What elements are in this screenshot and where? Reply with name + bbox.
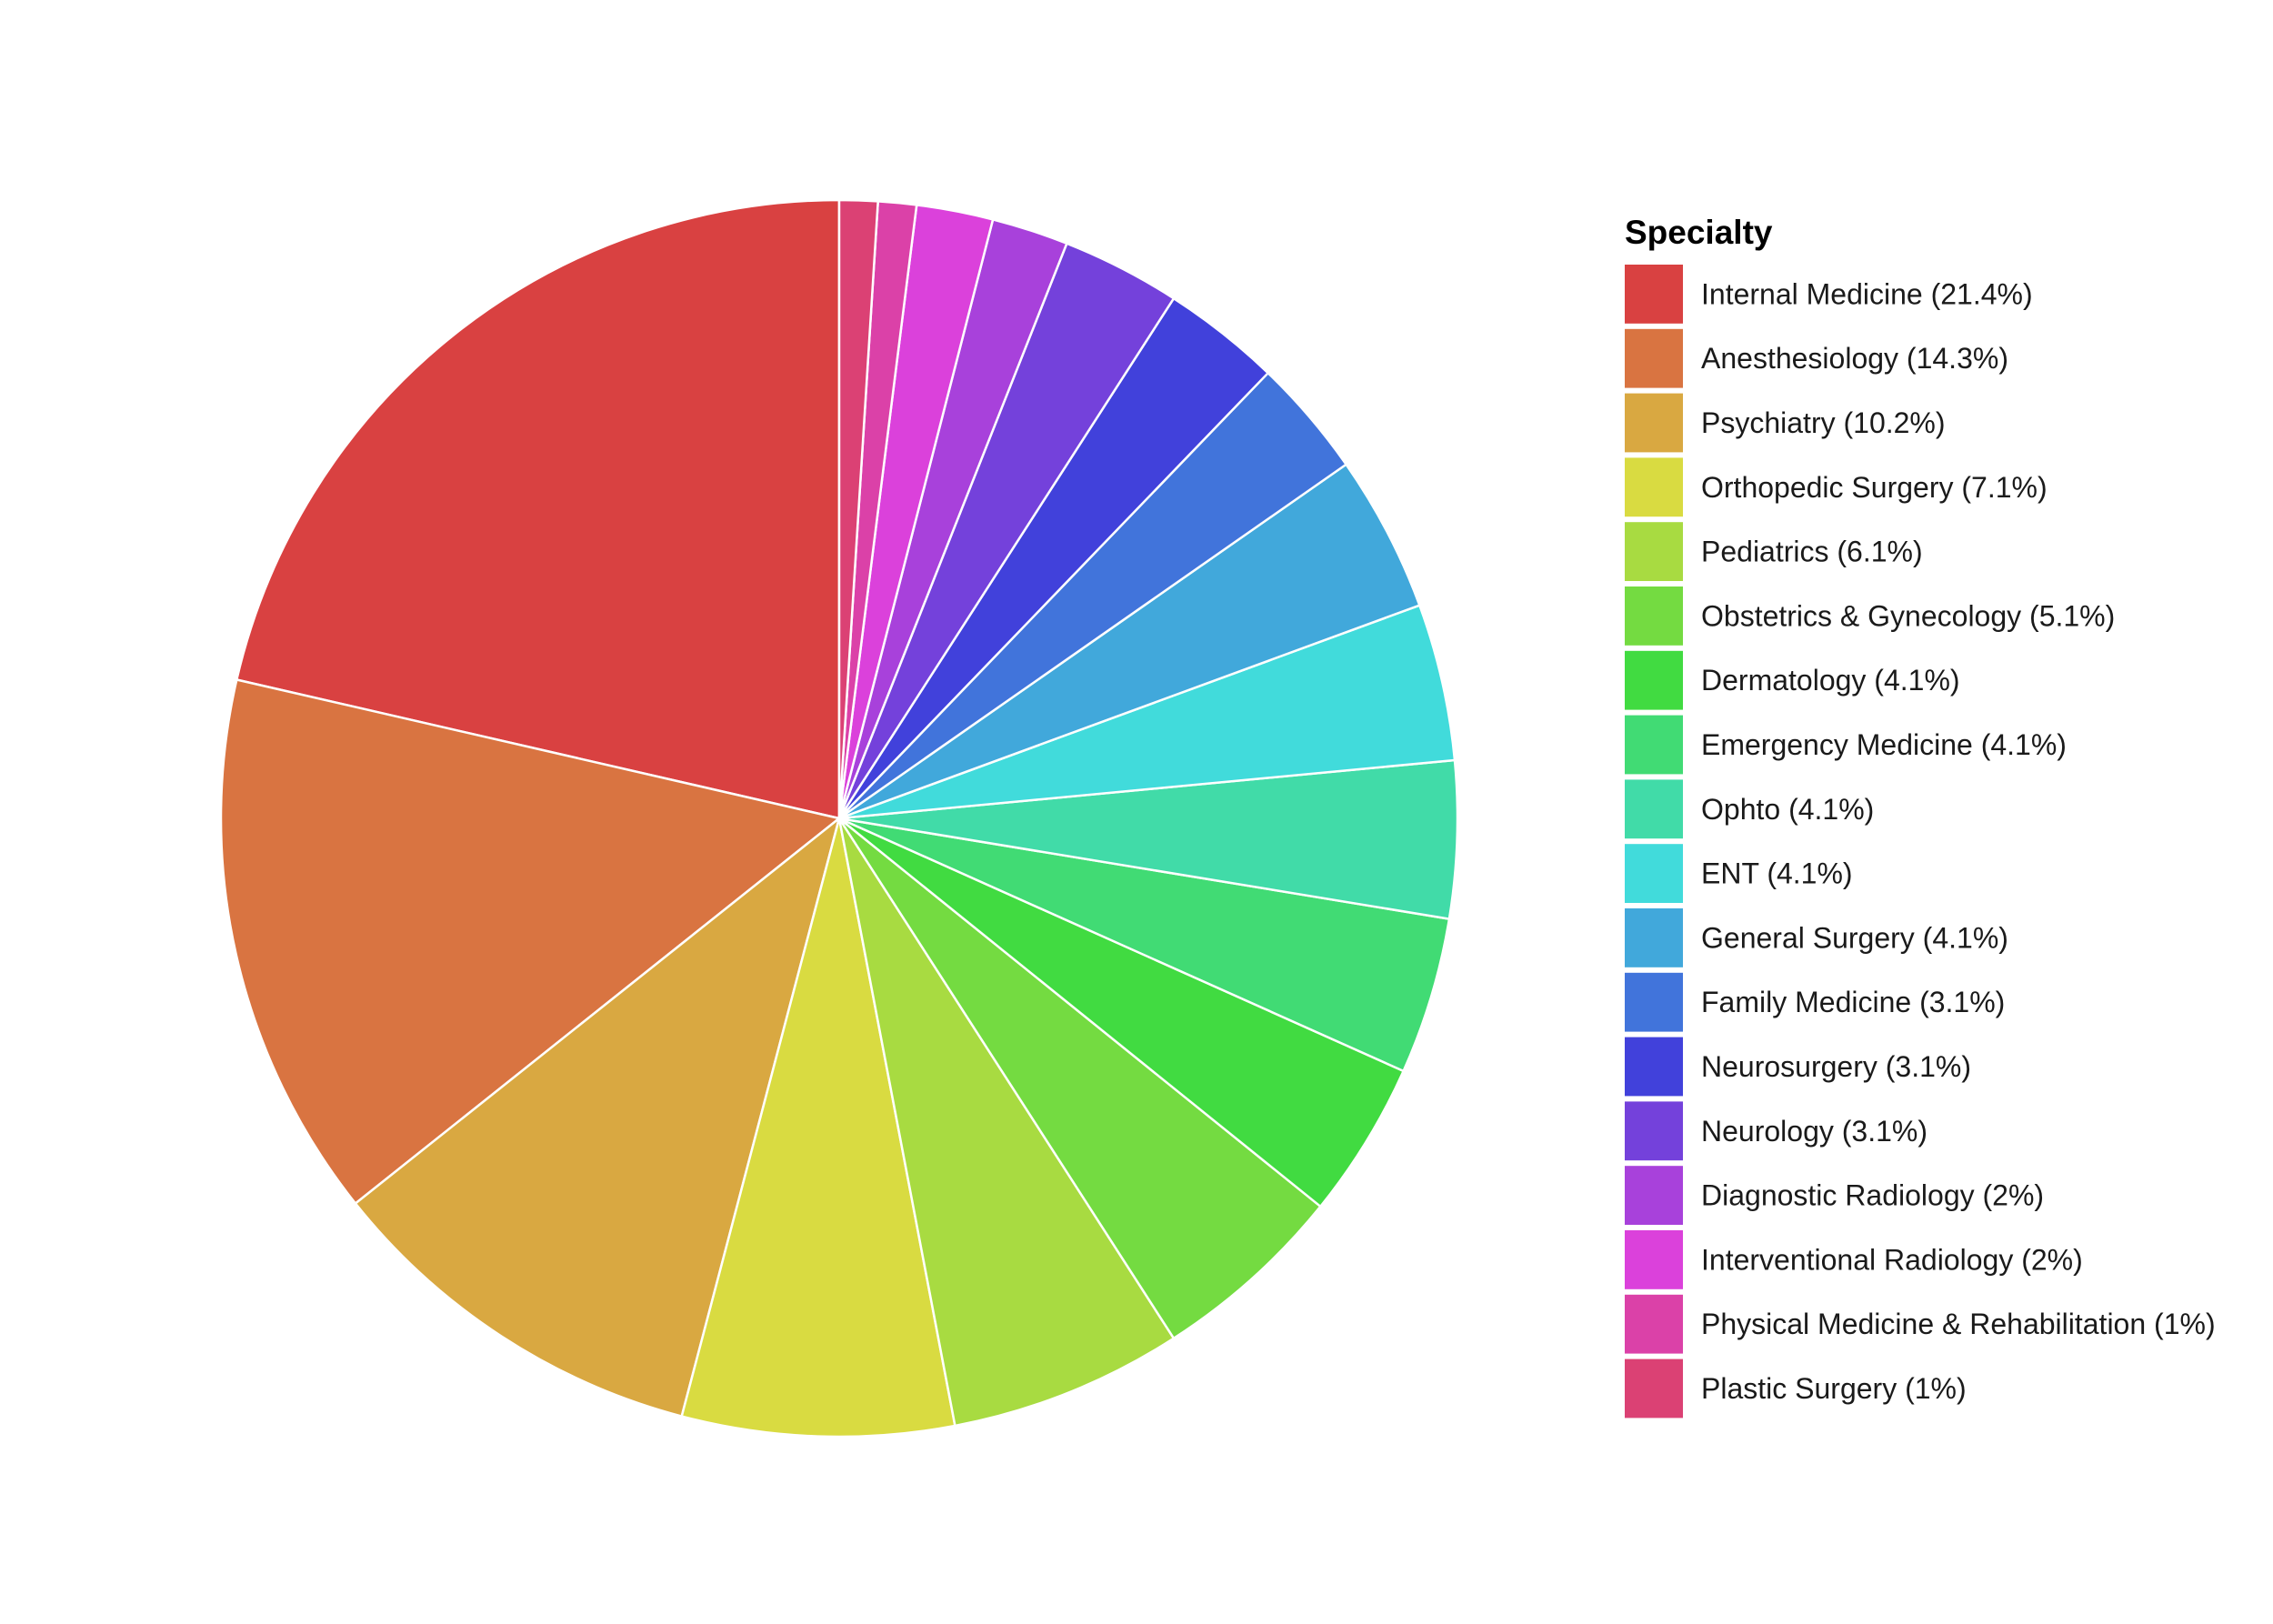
legend-label-neurosurgery: Neurosurgery (3.1%) [1701, 1050, 1971, 1083]
legend-key-family-medicine [1625, 972, 1683, 1032]
slice-internal-medicine [235, 198, 841, 820]
slice-dermatology [837, 817, 1405, 1208]
legend-label-orthopedic-surgery: Orthopedic Surgery (7.1%) [1701, 471, 2048, 504]
legend-label-internal-medicine: Internal Medicine (21.4%) [1701, 277, 2033, 310]
slice-anesthesiology [219, 678, 841, 1205]
legend-label-dermatology: Dermatology (4.1%) [1701, 664, 1960, 697]
legend-label-ent: ENT (4.1%) [1701, 857, 1853, 890]
legend-key-ophto [1625, 779, 1683, 839]
legend-label-general-surgery: General Surgery (4.1%) [1701, 921, 2008, 954]
legend-label-anesthesiology: Anesthesiology (14.3%) [1701, 342, 2008, 375]
legend-label-emergency-medicine: Emergency Medicine (4.1%) [1701, 728, 2067, 761]
legend-key-dermatology [1625, 650, 1683, 710]
legend-key-ent [1625, 844, 1683, 903]
legend-label-interventional-radiology: Interventional Radiology (2%) [1701, 1243, 2083, 1276]
slice-ophto [837, 758, 1459, 920]
legend-key-psychiatry [1625, 393, 1683, 453]
legend-label-neurology: Neurology (3.1%) [1701, 1115, 1928, 1148]
legend-key-neurology [1625, 1101, 1683, 1161]
slice-plastic-surgery [837, 198, 879, 820]
legend-key-plastic-surgery [1625, 1358, 1683, 1418]
legend-key-general-surgery [1625, 908, 1683, 967]
slice-pediatrics [837, 817, 1176, 1428]
legend-label-ophto: Ophto (4.1%) [1701, 793, 1874, 826]
legend-label-obstetrics-and-gynecology: Obstetrics & Gynecology (5.1%) [1701, 599, 2115, 632]
slice-emergency-medicine [837, 817, 1451, 1073]
legend-key-physical-medicine-and-rehabilitation [1625, 1294, 1683, 1354]
legend-key-orthopedic-surgery [1625, 457, 1683, 517]
legend-key-emergency-medicine [1625, 715, 1683, 775]
legend-items: Internal Medicine (21.4%) Anesthesiology … [1625, 265, 2216, 1418]
legend-key-obstetrics-and-gynecology [1625, 586, 1683, 646]
pie-slices [219, 198, 1459, 1439]
slice-ent [837, 604, 1457, 820]
slice-orthopedic-surgery [680, 817, 956, 1439]
legend-key-interventional-radiology [1625, 1230, 1683, 1289]
legend-label-pediatrics: Pediatrics (6.1%) [1701, 536, 1923, 568]
legend-title: Specialty [1625, 214, 1773, 251]
legend-label-diagnostic-radiology: Diagnostic Radiology (2%) [1701, 1179, 2044, 1212]
slice-general-surgery [837, 463, 1421, 820]
legend-key-internal-medicine [1625, 265, 1683, 324]
legend-label-physical-medicine-and-rehabilitation: Physical Medicine & Rehabilitation (1%) [1701, 1308, 2216, 1340]
legend-key-diagnostic-radiology [1625, 1166, 1683, 1225]
legend: Specialty Internal Medicine (21.4%) Anest… [1625, 214, 2216, 1418]
legend-key-pediatrics [1625, 522, 1683, 581]
slice-psychiatry [354, 817, 841, 1418]
legend-label-plastic-surgery: Plastic Surgery (1%) [1701, 1372, 1967, 1405]
legend-label-family-medicine: Family Medicine (3.1%) [1701, 986, 2005, 1018]
legend-key-neurosurgery [1625, 1037, 1683, 1097]
legend-key-anesthesiology [1625, 328, 1683, 388]
slice-obstetrics-and-gynecology [837, 817, 1322, 1340]
legend-label-psychiatry: Psychiatry (10.2%) [1701, 406, 1946, 439]
